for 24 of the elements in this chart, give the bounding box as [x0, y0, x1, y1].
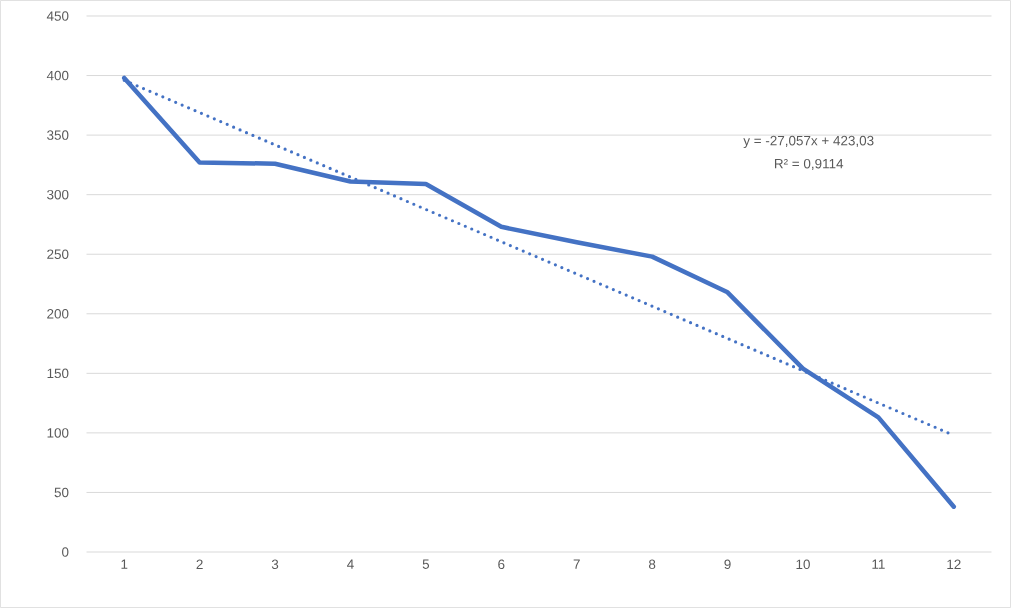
- y-tick-label: 450: [46, 11, 69, 21]
- x-tick-label: 10: [796, 559, 810, 570]
- x-tick-label: 2: [196, 559, 203, 569]
- y-tick-label: 350: [47, 130, 69, 140]
- annotation: y = -27,057x + 423,03: [743, 135, 874, 149]
- y-tick-label: 300: [47, 189, 69, 200]
- y-tick-label: 400: [46, 70, 69, 81]
- x-tick-label: 4: [347, 559, 354, 569]
- x-tick-label: 3: [271, 559, 279, 570]
- x-tick-label: 7: [573, 559, 580, 569]
- x-tick-label: 5: [422, 559, 430, 569]
- x-tick-label: 8: [648, 559, 656, 570]
- y-tick-label: 50: [54, 487, 69, 498]
- x-tick-label: 1: [121, 559, 128, 569]
- annotation: R² = 0,9114: [774, 158, 844, 171]
- x-tick-label: 11: [872, 559, 885, 569]
- y-tick-label: 200: [47, 309, 69, 319]
- y-tick-label: 150: [47, 368, 69, 379]
- x-tick-label: 9: [724, 559, 731, 570]
- x-tick-label: 12: [947, 559, 961, 569]
- x-tick-label: 6: [498, 559, 505, 570]
- y-tick-label: 0: [62, 547, 69, 557]
- y-tick-label: 250: [47, 249, 69, 259]
- y-tick-label: 100: [47, 428, 69, 438]
